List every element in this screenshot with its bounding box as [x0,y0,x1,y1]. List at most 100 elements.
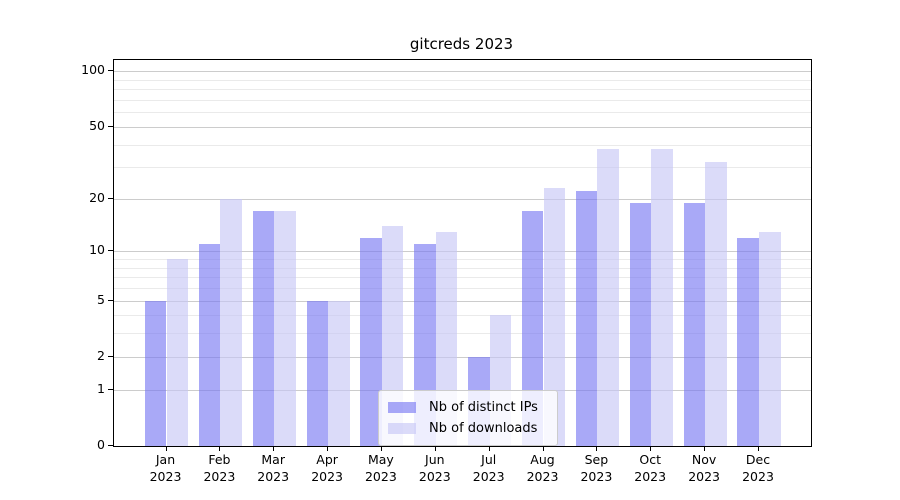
gridline-major-20 [114,198,811,200]
bar-ips-feb [198,244,221,446]
x-tick-label-feb: Feb 2023 [187,452,251,485]
x-tick-year: 2023 [688,468,720,484]
x-tick-oct [650,446,652,451]
legend-swatch-distinct-ips [388,402,416,413]
gridline-minor-60 [114,112,811,114]
x-tick-nov [704,446,706,451]
gridline-minor-9 [114,259,811,260]
bar-downloads-dec [759,231,781,446]
bar-downloads-apr [328,300,350,446]
x-tick-month: May [367,452,394,467]
x-tick-month: Jun [425,452,445,467]
x-tick-jun [434,446,436,451]
y-tick-label-1: 1 [97,380,105,396]
x-tick-month: Oct [639,452,661,467]
gridline-major-5 [114,300,811,302]
y-tick-1 [108,388,113,390]
x-tick-aug [542,446,544,451]
x-tick-year: 2023 [742,468,774,484]
y-tick-5 [108,299,113,301]
x-tick-label-may: May 2023 [349,452,413,485]
x-tick-label-aug: Aug 2023 [511,452,575,485]
y-tick-label-5: 5 [97,291,105,307]
x-tick-month: Dec [745,452,771,467]
x-tick-may [380,446,382,451]
x-tick-label-mar: Mar 2023 [241,452,305,485]
legend-label-distinct-ips: Nb of distinct IPs [429,400,538,415]
x-tick-label-nov: Nov 2023 [672,452,736,485]
x-tick-month: Jul [481,452,497,467]
gridline-minor-6 [114,288,811,289]
bar-downloads-aug [543,187,566,446]
x-tick-jul [488,446,490,451]
x-tick-dec [758,446,759,451]
bar-ips-aug [521,211,544,446]
x-tick-month: Aug [530,452,555,467]
x-tick-label-oct: Oct 2023 [618,452,682,485]
bar-ips-nov [683,202,706,446]
y-tick-label-20: 20 [89,189,105,205]
x-tick-label-apr: Apr 2023 [295,452,359,485]
bar-downloads-feb [220,198,242,446]
legend-row-distinct-ips: Nb of distinct IPs [388,400,547,415]
gridline-minor-40 [114,144,811,146]
legend: Nb of distinct IPs Nb of downloads [378,390,558,446]
y-tick-label-0: 0 [97,437,105,452]
gridline-minor-3 [114,333,811,335]
gridline-major-100 [114,71,811,73]
x-tick-label-sep: Sep 2023 [564,452,628,485]
x-tick-year: 2023 [580,468,613,484]
x-tick-year: 2023 [472,468,505,484]
x-tick-feb [219,446,221,451]
gridline-minor-30 [114,167,811,169]
bar-downloads-mar [274,211,296,446]
gridline-minor-7 [114,277,811,279]
y-tick-20 [108,197,113,199]
bar-ips-dec [737,237,759,446]
y-tick-50 [108,125,113,127]
x-tick-year: 2023 [634,468,667,484]
bar-ips-oct [629,202,652,446]
gridline-major-2 [114,356,811,358]
bar-ips-sep [575,191,598,446]
gridline-minor-80 [114,89,811,91]
x-tick-year: 2023 [311,468,343,484]
gridline-minor-8 [114,267,811,269]
x-tick-year: 2023 [418,468,451,484]
x-tick-mar [273,446,275,451]
legend-swatch-downloads [388,423,416,434]
x-tick-year: 2023 [203,468,236,484]
x-tick-label-dec: Dec 2023 [726,452,790,485]
x-tick-month: Jan [155,452,176,467]
plot-area: Nb of distinct IPs Nb of downloads [113,59,812,447]
bar-ips-may [360,237,382,446]
bar-downloads-jan [166,259,189,446]
x-tick-year: 2023 [257,468,290,484]
x-tick-month: Feb [208,452,231,467]
gridline-minor-4 [114,315,811,317]
y-tick-0 [108,445,113,446]
x-tick-jan [165,446,167,451]
bar-downloads-oct [651,148,673,446]
gridline-major-10 [114,251,811,253]
gridline-minor-90 [114,79,811,81]
legend-row-downloads: Nb of downloads [388,421,547,436]
x-tick-year: 2023 [364,468,397,484]
bar-ips-apr [306,300,329,446]
x-tick-sep [596,446,598,451]
gridline-major-50 [114,126,811,128]
chart-title: gitcreds 2023 [409,35,514,53]
x-tick-label-jun: Jun 2023 [403,452,467,485]
bar-ips-mar [252,211,275,446]
bar-downloads-nov [705,162,727,446]
x-tick-month: Sep [584,452,609,467]
bar-downloads-sep [597,148,619,446]
x-tick-year: 2023 [149,468,182,484]
bar-ips-jan [144,300,167,446]
x-tick-month: Apr [316,452,338,467]
y-tick-label-2: 2 [97,347,105,363]
y-tick-label-10: 10 [89,242,105,258]
x-tick-month: Mar [261,452,285,467]
x-tick-month: Nov [691,452,717,467]
